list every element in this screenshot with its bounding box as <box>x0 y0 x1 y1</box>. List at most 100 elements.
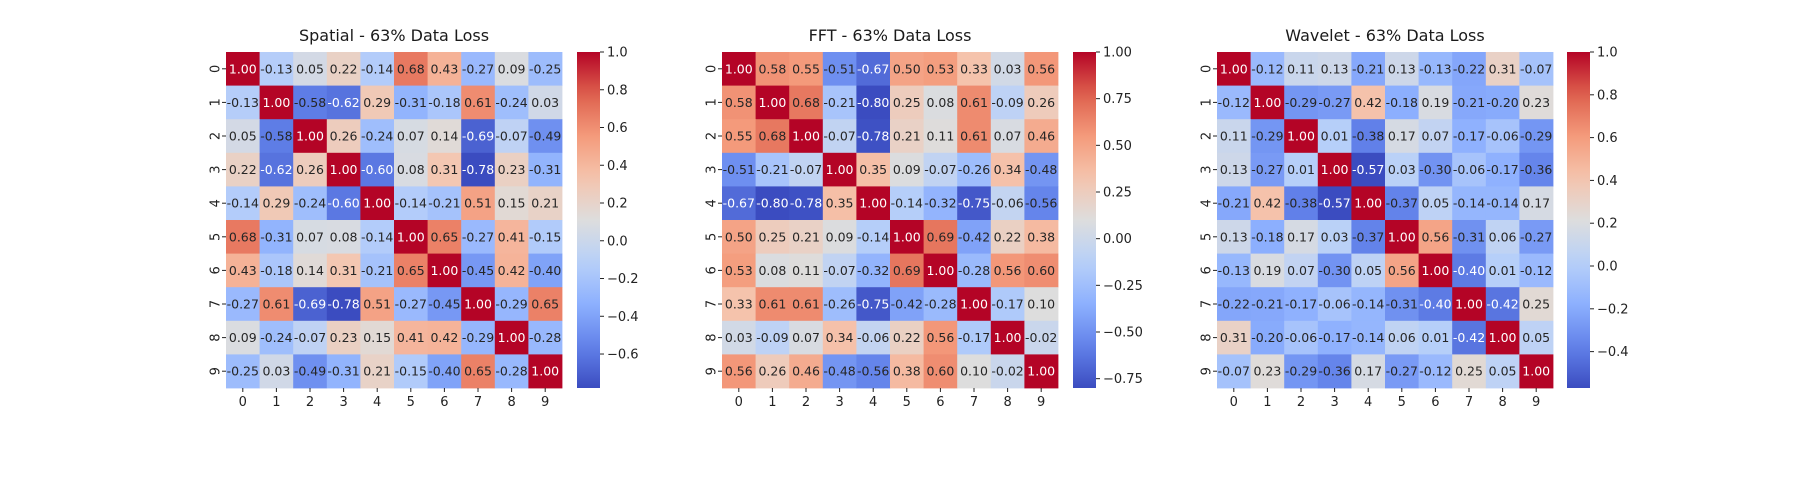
cell-value-label: -0.78 <box>462 162 494 177</box>
cell-value-label: 0.58 <box>725 95 753 110</box>
heatmap-cell <box>1284 253 1319 288</box>
cell-value-label: -0.51 <box>823 61 855 76</box>
cell-value-label: -0.06 <box>857 330 889 345</box>
heatmap-cell <box>1284 186 1319 221</box>
cell-value-label: -0.09 <box>756 330 788 345</box>
cell-value-label: -0.78 <box>790 196 822 211</box>
cell-value-label: 0.01 <box>1421 330 1449 345</box>
cell-value-label: -0.06 <box>1453 162 1485 177</box>
cell-value-label: 1.00 <box>758 95 786 110</box>
x-tick-label: 1 <box>272 395 280 410</box>
heatmap-cell <box>1217 287 1251 322</box>
heatmap-cell <box>923 253 958 288</box>
cell-value-label: -0.31 <box>1453 229 1485 244</box>
heatmap-cell <box>326 52 361 86</box>
cell-value-label: -0.13 <box>1419 61 1451 76</box>
colorbar-tick-label: 0.8 <box>1597 88 1618 103</box>
cell-value-label: -0.21 <box>428 196 460 211</box>
y-tick-label: 8 <box>1200 333 1215 341</box>
heatmap-cell <box>822 186 857 221</box>
cell-value-label: 0.17 <box>1287 229 1315 244</box>
heatmap-cell <box>1418 220 1453 254</box>
heatmap-cell <box>1385 52 1419 86</box>
colorbar-tick-label: 0.6 <box>607 121 628 136</box>
heatmap-cell <box>1284 119 1319 154</box>
cell-value-label: -0.42 <box>891 297 923 312</box>
heatmap-cell <box>427 287 462 322</box>
cell-value-label: -0.45 <box>462 263 494 278</box>
colorbar-tick-label: −0.4 <box>607 310 639 325</box>
cell-value-label: -0.07 <box>823 129 855 144</box>
cell-value-label: 0.61 <box>792 297 820 312</box>
heatmap-cell <box>923 220 958 254</box>
x-tick-label: 4 <box>373 395 381 410</box>
heatmap-cell <box>1284 220 1319 254</box>
cell-value-label: 0.03 <box>725 330 753 345</box>
cell-value-label: -0.58 <box>260 129 292 144</box>
cell-value-label: 0.43 <box>229 263 257 278</box>
cell-value-label: 0.03 <box>531 95 559 110</box>
heatmap-cell <box>990 220 1025 254</box>
cell-value-label: 0.21 <box>363 364 391 379</box>
cell-value-label: -0.29 <box>1285 95 1317 110</box>
cell-value-label: 0.53 <box>725 263 753 278</box>
heatmap-cell <box>461 152 496 187</box>
heatmap-cell <box>1485 354 1520 389</box>
heatmap-cell <box>427 152 462 187</box>
heatmap-cell <box>789 253 824 288</box>
cell-value-label: 1.00 <box>1421 263 1449 278</box>
heatmap-cell <box>1317 52 1352 86</box>
y-tick-label: 6 <box>705 266 720 274</box>
cell-value-label: -0.24 <box>495 95 527 110</box>
heatmap-cell <box>1317 152 1352 187</box>
heatmap-cell <box>427 320 462 355</box>
cell-value-label: -0.60 <box>327 196 359 211</box>
cell-value-label: 0.68 <box>229 229 257 244</box>
heatmap-cell <box>722 85 756 120</box>
cell-value-label: 0.19 <box>1421 95 1449 110</box>
heatmap-cell <box>789 287 824 322</box>
colorbar-tick-label: −0.25 <box>1103 279 1143 294</box>
x-tick-label: 3 <box>1330 395 1338 410</box>
cell-value-label: 0.23 <box>1522 95 1550 110</box>
heatmap-cell <box>755 253 790 288</box>
cell-value-label: 0.61 <box>960 129 988 144</box>
heatmap-cell <box>856 119 891 154</box>
x-tick-label: 9 <box>541 395 549 410</box>
colorbar-tick-label: −0.2 <box>1597 302 1629 317</box>
cell-value-label: 0.07 <box>1287 263 1315 278</box>
x-tick-label: 4 <box>1364 395 1372 410</box>
heatmap-cell <box>890 52 924 86</box>
x-tick-label: 3 <box>835 395 843 410</box>
cell-value-label: -0.07 <box>790 162 822 177</box>
cell-value-label: 0.15 <box>363 330 391 345</box>
heatmap-cell <box>461 186 496 221</box>
heatmap-cell <box>360 320 395 355</box>
cell-value-label: 0.46 <box>1027 129 1055 144</box>
heatmap-cell <box>822 354 857 389</box>
cell-value-label: -0.42 <box>958 229 990 244</box>
y-tick-label: 5 <box>1200 233 1215 241</box>
y-tick-label: 4 <box>209 199 224 207</box>
heatmap-cell <box>1519 253 1554 288</box>
cell-value-label: 0.13 <box>1388 61 1416 76</box>
heatmap-cell <box>1351 186 1386 221</box>
heatmap-cell <box>789 85 824 120</box>
heatmap-cell <box>360 52 395 86</box>
heatmap-cell <box>528 253 563 288</box>
heatmap-cell <box>394 186 428 221</box>
heatmap-cell <box>1317 320 1352 355</box>
heatmap-cell <box>957 354 992 389</box>
heatmap-cell <box>226 287 260 322</box>
heatmap-cell <box>1385 85 1419 120</box>
heatmap-cell <box>789 152 824 187</box>
cell-value-label: -0.30 <box>1318 263 1350 278</box>
heatmap-cell <box>990 354 1025 389</box>
cell-value-label: 0.10 <box>960 364 988 379</box>
heatmap-cell <box>226 152 260 187</box>
heatmap-cell <box>461 320 496 355</box>
cell-value-label: 0.22 <box>994 229 1022 244</box>
heatmap-cell <box>1385 152 1419 187</box>
heatmap-cell <box>293 119 328 154</box>
